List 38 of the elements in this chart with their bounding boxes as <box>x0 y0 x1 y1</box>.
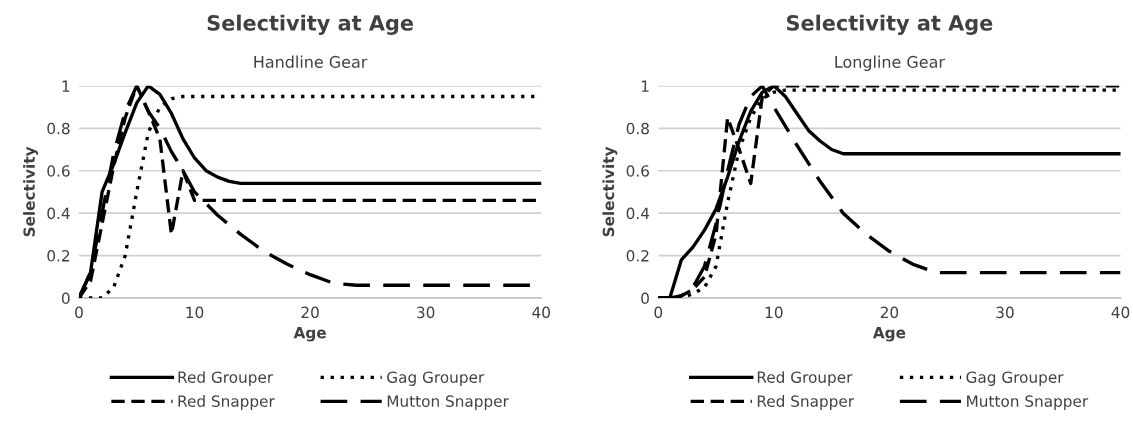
chart-title: Selectivity at Age <box>787 14 993 35</box>
y-tick-label: 0 <box>61 292 70 305</box>
y-tick-label: 0.8 <box>47 122 70 135</box>
x-tick-label: 0 <box>75 306 83 319</box>
legend-label: Gag Grouper <box>966 371 1064 386</box>
legend-label: Red Snapper <box>757 395 855 410</box>
chart-subtitle: Handline Gear <box>254 55 368 68</box>
legend-label: Red Grouper <box>757 371 853 386</box>
y-tick-label: 1 <box>641 80 649 92</box>
y-tick-label: 1 <box>62 80 70 92</box>
y-tick-label: 0.4 <box>626 207 650 220</box>
x-tick-label: 20 <box>301 306 319 319</box>
chart-title: Selectivity at Age <box>207 14 413 35</box>
x-axis-title: Age <box>872 327 906 342</box>
legend-label: Mutton Snapper <box>387 395 509 410</box>
y-tick-label: 0.4 <box>47 207 70 220</box>
x-tick-label: 30 <box>417 306 435 319</box>
x-tick-label: 10 <box>765 306 783 319</box>
x-tick-label: 20 <box>880 306 899 319</box>
y-tick-label: 0.6 <box>47 165 70 177</box>
chart-subtitle: Longline Gear <box>835 55 945 72</box>
y-tick-label: 0.2 <box>626 250 649 262</box>
y-axis-title: Selectivity <box>602 146 618 237</box>
y-tick-label: 0.8 <box>626 122 649 135</box>
x-tick-label: 10 <box>186 306 204 319</box>
y-axis-title: Selectivity <box>23 146 39 237</box>
x-tick-label: 30 <box>996 306 1014 319</box>
y-tick-label: 0.2 <box>47 250 70 262</box>
x-axis-title: Age <box>293 327 326 342</box>
x-tick-label: 40 <box>532 306 550 319</box>
x-tick-label: 0 <box>654 306 663 319</box>
y-tick-label: 0 <box>641 292 649 305</box>
legend-label: Red Snapper <box>178 395 275 410</box>
legend-label: Gag Grouper <box>387 371 485 386</box>
legend-label: Red Grouper <box>178 371 274 386</box>
legend-label: Mutton Snapper <box>967 395 1089 410</box>
x-tick-label: 40 <box>1111 306 1130 319</box>
y-tick-label: 0.6 <box>626 165 649 177</box>
